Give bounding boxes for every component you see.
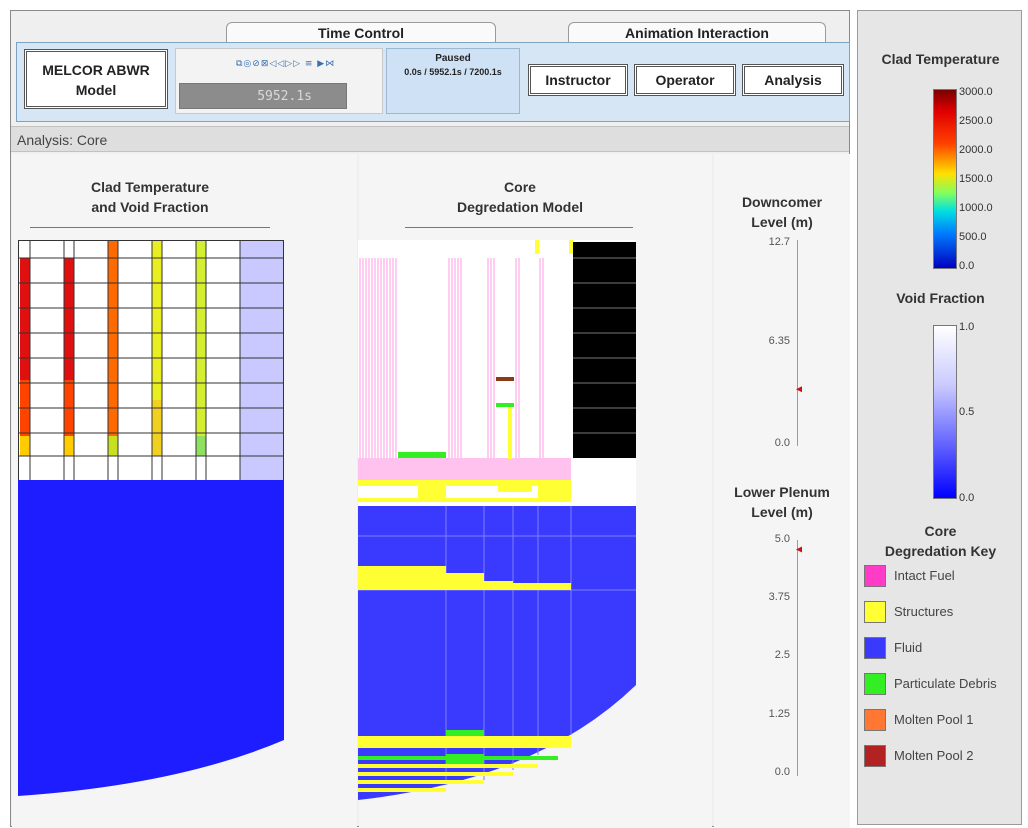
key-swatch — [864, 745, 886, 767]
lower-plenum-tick-5: 5.0 — [774, 533, 790, 545]
rod-column-4 — [152, 240, 162, 456]
level-gauges-panel — [714, 154, 850, 828]
void-column — [240, 240, 284, 480]
rod-column-2 — [64, 258, 74, 456]
lower-plenum-scale — [797, 540, 798, 776]
lower-plenum-level-marker — [796, 546, 802, 553]
key-label: Molten Pool 2 — [894, 748, 974, 763]
key-swatch — [864, 637, 886, 659]
clad-temperature-core-map — [18, 240, 284, 796]
tab-animation-interaction[interactable]: Animation Interaction — [568, 22, 826, 43]
lower-plenum-tick-125: 1.25 — [768, 708, 790, 720]
key-swatch — [864, 601, 886, 623]
clad-title-rule — [30, 227, 270, 228]
rod-column-5 — [196, 240, 206, 456]
key-label: Structures — [894, 604, 954, 619]
analysis-button[interactable]: Analysis — [742, 64, 844, 96]
key-label: Intact Fuel — [894, 568, 955, 583]
transport-buttons-icon[interactable]: ⧉◎⊘⊠◁◁▷▷ ≡ ▶⋈ — [236, 59, 336, 69]
rod-column-1 — [20, 258, 30, 456]
lower-plenum-fluid — [18, 480, 284, 796]
intact-fuel-rods — [359, 258, 544, 472]
particulate-debris-2 — [496, 403, 514, 407]
key-swatch — [864, 673, 886, 695]
core-grid — [18, 240, 284, 481]
playback-status: Paused 0.0s / 5952.1s / 7200.1s — [386, 48, 520, 114]
particulate-debris-1 — [398, 452, 446, 458]
analysis-view-label: Analysis: Core — [11, 126, 849, 152]
clad-temperature-legend-title: Clad Temperature — [881, 51, 1000, 67]
downcomer-tick-min: 0.0 — [774, 437, 790, 449]
lower-plenum-title: Lower Plenum Level (m) — [734, 484, 830, 520]
lower-plenum-fluid-model — [358, 506, 636, 800]
downcomer-tick-max: 12.7 — [768, 236, 790, 248]
current-time-display: 5952.1s — [179, 83, 347, 109]
key-label: Particulate Debris — [894, 676, 997, 691]
model-name: MELCOR ABWR — [42, 62, 150, 78]
status-time-range: 0.0s / 5952.1s / 7200.1s — [404, 67, 502, 77]
molten-pool-2-region — [496, 377, 514, 381]
key-label: Molten Pool 1 — [894, 712, 974, 727]
key-swatch — [864, 565, 886, 587]
downcomer-scale — [797, 240, 798, 446]
instructor-button[interactable]: Instructor — [528, 64, 628, 96]
core-title-rule — [405, 227, 633, 228]
tab-time-control[interactable]: Time Control — [226, 22, 496, 43]
clad-temperature-colorbar — [933, 89, 957, 269]
lower-structures-band — [358, 566, 571, 590]
key-swatch — [864, 709, 886, 731]
void-fraction-colorbar — [933, 325, 957, 499]
playback-controls: ⧉◎⊘⊠◁◁▷▷ ≡ ▶⋈ 5952.1s — [175, 48, 383, 114]
structures-band — [358, 480, 571, 486]
downcomer-level-marker — [796, 386, 802, 393]
model-label: MELCOR ABWR Model — [24, 49, 168, 109]
model-subtitle: Model — [75, 82, 117, 98]
core-panel-title: Core Degredation Model — [456, 179, 583, 215]
core-debris-black-region — [573, 242, 636, 458]
downcomer-title: Downcomer Level (m) — [741, 194, 823, 230]
lower-plenum-tick-0: 0.0 — [774, 766, 790, 778]
downcomer-tick-mid: 6.35 — [768, 335, 790, 347]
void-fraction-legend-title: Void Fraction — [896, 290, 985, 306]
lower-plenum-tick-25: 2.5 — [774, 649, 790, 661]
status-state: Paused — [435, 53, 471, 64]
clad-panel-title: Clad Temperature and Void Fraction — [91, 179, 209, 215]
legend-sidebar: Clad Temperature 3000.0 2500.0 2000.0 15… — [857, 10, 1022, 825]
core-degradation-map — [358, 240, 636, 800]
degradation-key-title: Core Degredation Key — [884, 523, 997, 559]
rod-column-3 — [108, 240, 118, 456]
operator-button[interactable]: Operator — [634, 64, 736, 96]
key-label: Fluid — [894, 640, 923, 655]
lower-plenum-tick-375: 3.75 — [768, 591, 790, 603]
